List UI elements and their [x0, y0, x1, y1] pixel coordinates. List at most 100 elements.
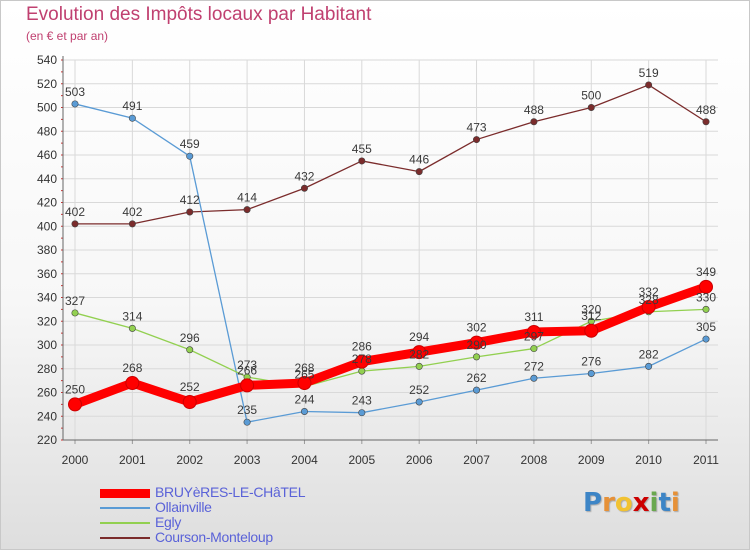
data-point: [300, 184, 308, 192]
legend-swatch: [100, 522, 150, 524]
data-label: 265: [294, 368, 314, 382]
data-label: 414: [237, 191, 257, 205]
legend-label: Ollainville: [155, 499, 212, 515]
data-point: [473, 386, 481, 394]
proxiti-logo: Proxiti: [583, 488, 680, 518]
data-label: 491: [122, 99, 142, 113]
series-line: [74, 84, 707, 225]
data-point: [526, 324, 541, 339]
data-point: [128, 114, 136, 122]
data-label: 455: [352, 142, 372, 156]
y-tick-label: 260: [37, 386, 57, 400]
data-label: 488: [524, 103, 544, 117]
data-point: [702, 335, 710, 343]
data-point: [186, 346, 194, 354]
data-label: 286: [352, 340, 372, 354]
data-point: [71, 220, 79, 228]
data-label: 312: [581, 309, 601, 323]
data-label: 235: [237, 403, 257, 417]
data-label: 297: [524, 330, 544, 344]
y-tick-label: 340: [37, 291, 57, 305]
y-tick-label: 380: [37, 243, 57, 257]
legend-label: Egly: [155, 514, 182, 530]
data-label: 273: [237, 358, 257, 372]
x-axis-ticks: 2000 2001 2002 2003 2004 2005 2006 2007 2008 2009…: [62, 453, 720, 467]
data-label: 330: [696, 290, 716, 304]
data-point: [243, 206, 251, 214]
data-point: [415, 362, 423, 370]
data-label: 500: [581, 89, 601, 103]
data-label: 243: [352, 394, 372, 408]
x-tick-label: 2002: [176, 453, 203, 467]
data-label: 412: [180, 193, 200, 207]
data-label: 402: [122, 205, 142, 219]
data-point: [412, 345, 427, 360]
data-label: 305: [696, 320, 716, 334]
data-point: [297, 376, 312, 390]
data-label: 268: [122, 361, 142, 375]
data-point: [358, 367, 366, 375]
data-point: [641, 300, 656, 314]
data-label: 320: [581, 302, 601, 316]
chart-subtitle: (en € et par an): [26, 29, 109, 43]
data-point: [125, 376, 140, 390]
chart-title: Evolution des Impôts locaux par Habitant: [26, 4, 372, 25]
data-label: 446: [409, 153, 429, 167]
data-point: [530, 345, 538, 353]
data-point: [358, 409, 366, 417]
data-label: 327: [65, 294, 85, 308]
data-point: [415, 168, 423, 176]
x-tick-label: 2001: [119, 453, 146, 467]
y-tick-label: 540: [37, 53, 57, 67]
data-point: [530, 118, 538, 126]
x-tick-label: 2007: [463, 453, 490, 467]
data-label: 282: [409, 347, 429, 361]
y-tick-label: 320: [37, 314, 57, 328]
data-point: [702, 305, 710, 313]
data-label: 332: [639, 285, 659, 299]
legend-swatch: [100, 507, 150, 509]
y-tick-label: 360: [37, 267, 57, 281]
y-tick-label: 220: [37, 433, 57, 447]
data-label: 328: [639, 293, 659, 307]
x-tick-label: 2006: [406, 453, 433, 467]
x-tick-label: 2008: [521, 453, 548, 467]
data-point: [702, 118, 710, 126]
data-label: 296: [180, 331, 200, 345]
data-point: [71, 309, 79, 317]
data-label: 314: [122, 309, 142, 323]
data-point: [300, 407, 308, 415]
data-point: [186, 208, 194, 216]
data-label: 488: [696, 103, 716, 117]
data-label: 262: [467, 371, 487, 385]
data-label: 294: [409, 330, 429, 344]
data-point: [186, 152, 194, 160]
data-point: [587, 369, 595, 377]
y-tick-label: 280: [37, 362, 57, 376]
data-label: 250: [65, 382, 85, 396]
y-tick-label: 300: [37, 338, 57, 352]
legend-label: BRUYèRES-LE-CHâTEL: [155, 484, 306, 500]
data-label: 244: [294, 393, 314, 407]
x-tick-label: 2010: [635, 453, 662, 467]
data-point: [68, 397, 82, 412]
series-3: [71, 81, 710, 228]
series-group: [68, 81, 713, 426]
data-point: [182, 395, 197, 409]
y-tick-label: 240: [37, 409, 57, 423]
series-line: [74, 308, 707, 388]
data-label: 473: [467, 121, 487, 135]
data-label: 459: [180, 137, 200, 151]
grid-lines: [63, 59, 718, 441]
legend-swatch: [100, 537, 150, 539]
axes: [61, 56, 718, 444]
y-tick-label: 520: [37, 77, 57, 91]
series-0: [68, 279, 713, 412]
data-point: [645, 362, 653, 370]
data-label: 519: [639, 66, 659, 80]
y-tick-label: 400: [37, 219, 57, 233]
data-point: [415, 398, 423, 406]
data-point: [699, 279, 713, 294]
